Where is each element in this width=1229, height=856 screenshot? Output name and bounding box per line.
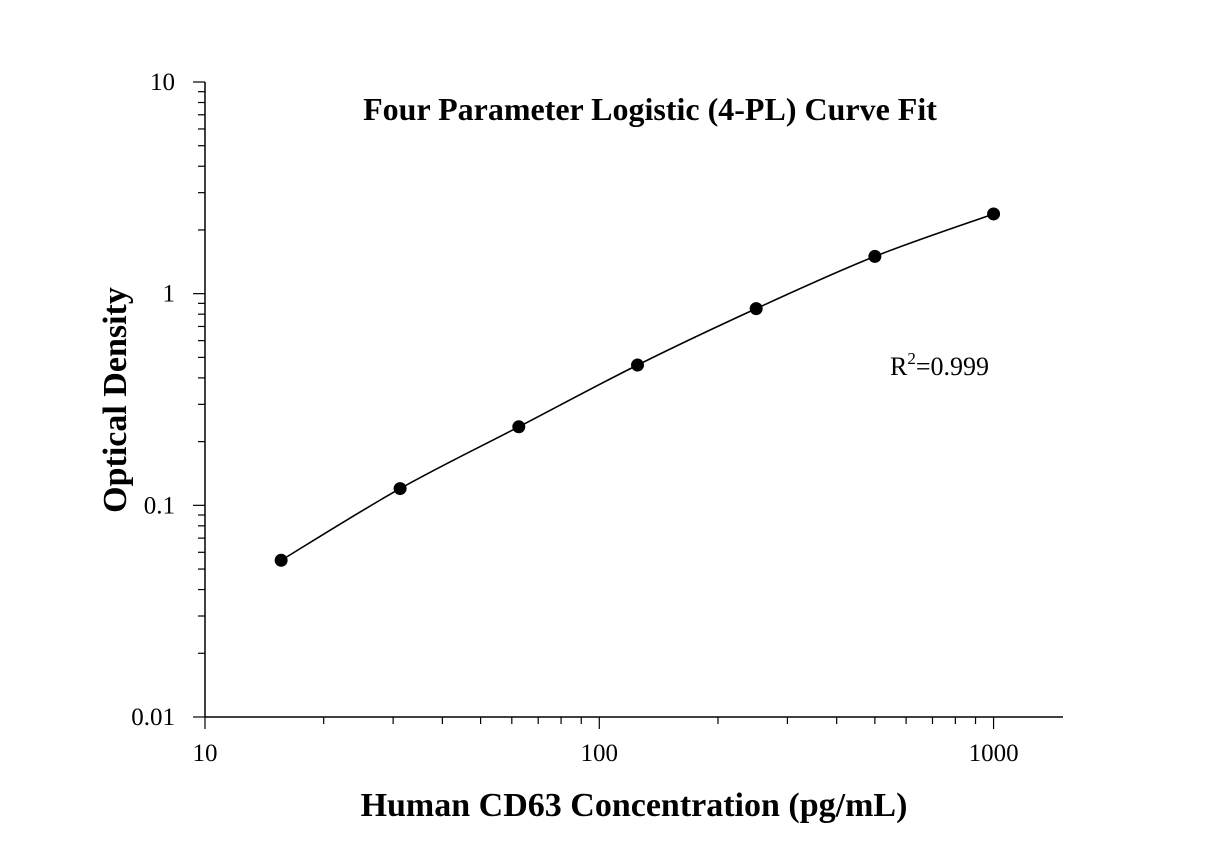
x-axis-label: Human CD63 Concentration (pg/mL) [361, 787, 908, 824]
data-point [868, 249, 882, 263]
data-points [274, 207, 1001, 567]
y-tick-label: 0.01 [131, 704, 175, 731]
x-tick-label: 10 [193, 740, 218, 767]
axes [204, 82, 1063, 718]
x-tick-label: 1000 [969, 740, 1019, 767]
data-point [512, 420, 526, 434]
r-squared-value: =0.999 [916, 352, 989, 381]
y-tick-label: 1 [163, 281, 176, 308]
chart-title: Four Parameter Logistic (4-PL) Curve Fit [363, 91, 937, 127]
x-tick-label: 100 [581, 740, 619, 767]
data-point [630, 358, 644, 372]
r-squared-prefix: R [890, 352, 908, 381]
x-axis-ticks: 10 100 1000 [193, 717, 1019, 767]
y-axis-ticks: 0.01 0.1 1 10 [131, 69, 205, 731]
fit-curve [280, 213, 994, 561]
data-point [393, 482, 407, 496]
data-point [274, 553, 288, 567]
r-squared-annotation: R2=0.999 [890, 349, 989, 381]
data-point [987, 207, 1001, 221]
data-point [749, 302, 763, 316]
r-squared-superscript: 2 [907, 349, 916, 368]
y-tick-label: 10 [150, 69, 175, 96]
y-tick-label: 0.1 [144, 492, 175, 519]
y-axis-label: Optical Density [97, 287, 134, 513]
